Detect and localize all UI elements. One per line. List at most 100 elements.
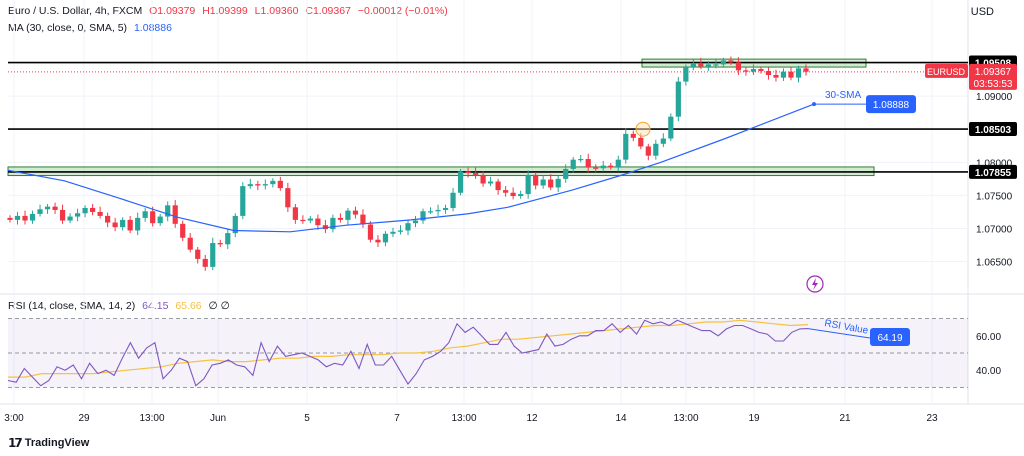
candle-body [180, 223, 186, 238]
x-tick-label: 14 [615, 413, 627, 424]
candle-body [292, 207, 298, 220]
candle-body [585, 159, 591, 168]
symbol-badge [925, 63, 968, 78]
candle-body [367, 224, 374, 240]
candle-body [337, 217, 344, 220]
candle-body [37, 209, 43, 214]
price-badge-countdown: 03:53:53 [974, 79, 1013, 90]
tradingview-logo[interactable]: 𝟭𝟳 TradingView [8, 436, 89, 450]
candle-body [82, 207, 88, 214]
candle-body [540, 179, 546, 186]
ma-value: 1.08886 [133, 22, 172, 34]
candle-body [578, 159, 584, 161]
candle-body [262, 184, 268, 186]
rsi-y-tick-label: 40.00 [976, 366, 1001, 377]
candle-body [255, 184, 261, 186]
y-tick-label: 1.09000 [976, 92, 1013, 103]
x-tick-label: 13:00 [673, 413, 698, 424]
candle-body [563, 168, 569, 179]
rsi-extra: ∅ ∅ [208, 300, 230, 312]
candle-body [488, 181, 494, 184]
candle-body [390, 231, 396, 234]
candle-body [67, 216, 73, 221]
candle-body [795, 68, 802, 78]
x-tick-label: 13:00 [139, 413, 164, 424]
candle-body [780, 71, 787, 78]
candle-body [660, 138, 666, 144]
tradingview-icon: 𝟭𝟳 [8, 436, 23, 450]
candle-body [345, 210, 351, 220]
change-value: −0.00012 (−0.01%) [357, 5, 448, 17]
candle-body [405, 223, 411, 231]
candle-body [720, 60, 726, 65]
candle-body [112, 222, 118, 228]
candle-body [457, 171, 464, 193]
zones [7, 58, 875, 177]
chart-header: Euro / U.S. Dollar, 4h, FXCM O1.09379 H1… [8, 5, 452, 17]
ma-legend[interactable]: MA (30, close, 0, SMA, 5) 1.08886 [8, 22, 176, 34]
candle-body [442, 207, 449, 210]
candle-body [247, 184, 253, 187]
level-label: 1.07855 [975, 168, 1012, 179]
currency-label: USD [970, 6, 994, 18]
candle-body [570, 159, 576, 169]
rsi-connector [807, 328, 871, 339]
candle-body [465, 171, 471, 173]
candle-body [518, 194, 524, 197]
candle-body [277, 180, 283, 189]
candle-body [750, 69, 757, 72]
candle-body [127, 219, 133, 231]
candle-body [315, 218, 321, 226]
candle-body [29, 213, 36, 221]
candle-body [653, 143, 659, 156]
candle-body [743, 70, 749, 72]
candle-body [195, 249, 201, 259]
x-tick-label: 7 [394, 413, 400, 424]
open-value: O1.09379 [149, 5, 196, 17]
x-tick-label: 19 [748, 413, 760, 424]
candle-body [330, 217, 336, 230]
candle-body [690, 63, 696, 68]
candle-body [765, 71, 772, 75]
candle-body [450, 192, 456, 208]
x-tick-label: 13:00 [451, 413, 476, 424]
high-value: H1.09399 [202, 5, 248, 17]
candle-body [675, 81, 681, 117]
candle-body [44, 206, 51, 210]
candle-body [22, 215, 28, 221]
axes: 1.06500 1.07000 1.07500 1.08000 1.09000 3:00 2… [4, 92, 1012, 424]
rsi-value: 64.15 [142, 300, 169, 312]
sma-line [7, 103, 815, 233]
candle-body [120, 219, 126, 228]
candle-body [52, 206, 58, 210]
candle-body [352, 210, 359, 215]
candle-body [683, 67, 689, 82]
candle-body [285, 188, 291, 208]
candle-body [615, 159, 621, 167]
candle-body [645, 146, 651, 156]
levels: 1.095081.085031.07855EURUSD1.0936703:53:… [8, 55, 1017, 179]
x-tick-label: 23 [926, 413, 938, 424]
candle-body [157, 216, 163, 224]
candles [7, 56, 809, 271]
candle-body [165, 205, 171, 217]
candle-body [105, 215, 111, 223]
candle-body [472, 172, 479, 175]
candle-body [600, 165, 606, 169]
y-tick-label: 1.07000 [976, 224, 1013, 235]
candle-body [172, 205, 178, 224]
candle-body [217, 243, 223, 245]
candle-body [360, 214, 366, 225]
x-tick-label: 5 [304, 413, 310, 424]
candle-body [698, 63, 704, 67]
candle-body [210, 243, 216, 267]
rsi-ma-line [8, 319, 809, 378]
candle-body [773, 74, 779, 78]
candle-body [412, 220, 419, 224]
rsi-ma-value: 65.66 [175, 300, 202, 312]
candle-body [90, 207, 96, 212]
rsi-legend[interactable]: RSI (14, close, SMA, 14, 2) 64.15 65.66 … [8, 300, 234, 312]
rsi-value-badge [870, 328, 910, 346]
candle-body [495, 181, 501, 191]
